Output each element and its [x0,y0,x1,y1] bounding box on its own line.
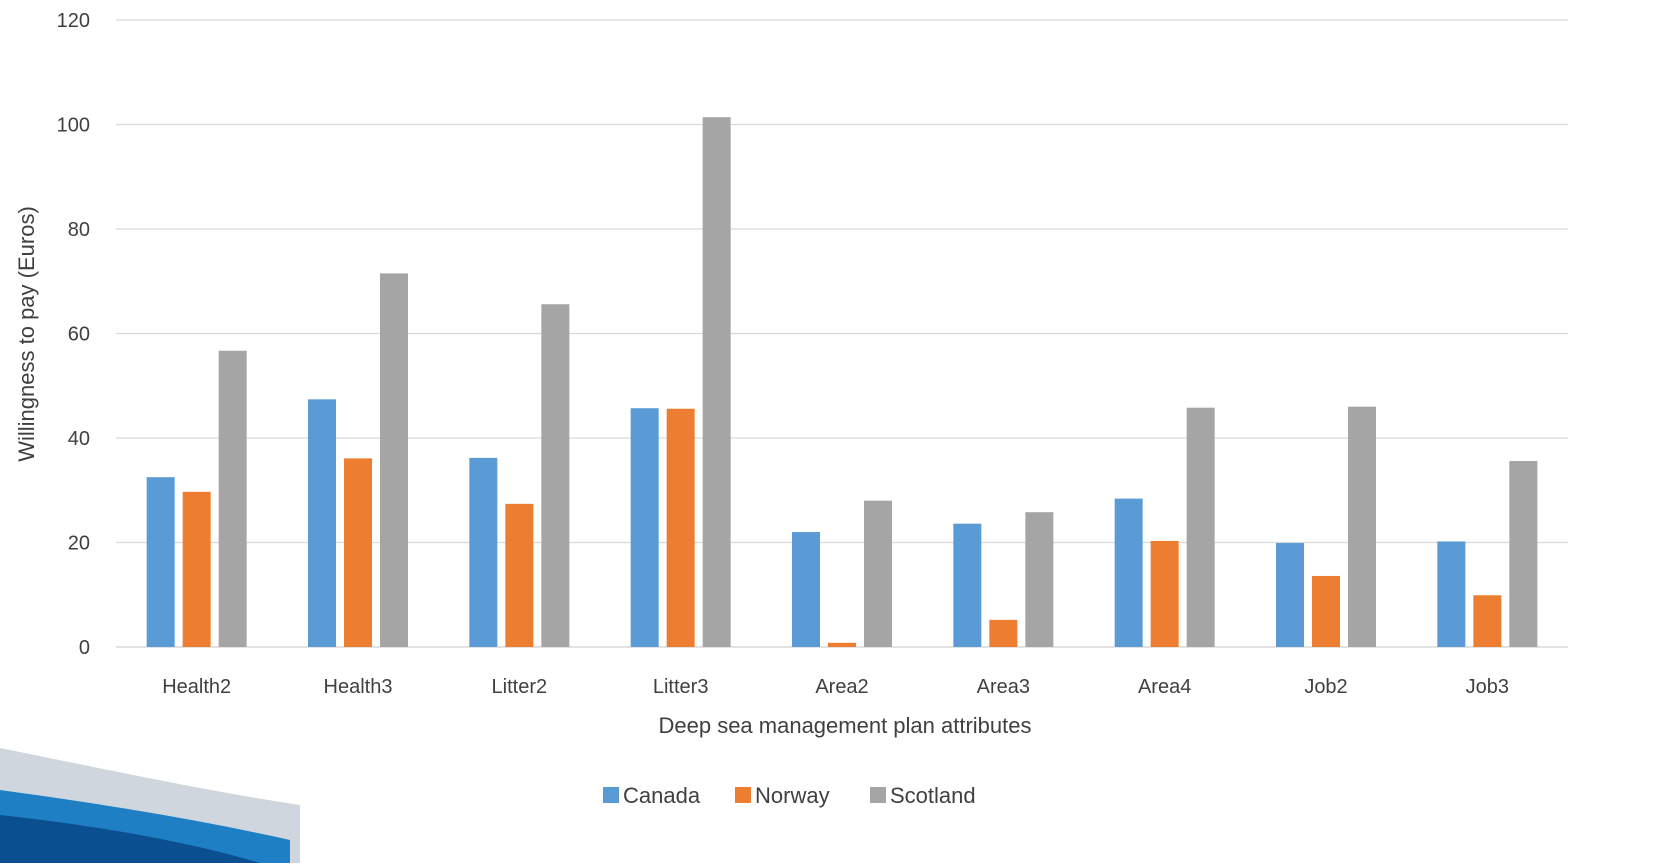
bar-norway-health3 [344,458,372,647]
bar-norway-job2 [1312,575,1340,647]
bars [146,117,1538,647]
legend-swatch-canada [603,787,619,803]
bar-canada-job2 [1276,543,1304,647]
y-tick-label: 40 [68,428,90,450]
legend-label-scotland: Scotland [890,783,976,808]
bar-scotland-health2 [218,350,247,647]
x-tick-label: Area4 [1138,676,1191,698]
bar-canada-health3 [308,399,336,647]
y-tick-label: 20 [68,533,90,555]
bar-scotland-job3 [1509,460,1538,647]
y-axis-tick-labels: 0 20 40 60 80 100 120 [57,10,90,659]
x-tick-label: Area3 [977,676,1030,698]
bar-norway-area2 [828,642,856,647]
bar-norway-job3 [1473,595,1502,647]
legend-label-canada: Canada [623,783,701,808]
legend-swatch-norway [735,787,751,803]
bar-canada-area2 [792,532,820,647]
bar-scotland-health3 [380,273,408,647]
y-tick-label: 60 [68,324,90,346]
y-axis-title: Willingness to pay (Euros) [14,206,39,462]
bar-scotland-litter3 [702,117,731,647]
y-tick-label: 0 [79,637,90,659]
swoosh-dark [0,815,260,863]
bar-norway-health2 [182,491,211,647]
y-tick-label: 100 [57,115,90,137]
legend-swatch-scotland [870,787,886,803]
x-tick-label: Job3 [1466,676,1509,698]
bar-canada-area3 [953,523,982,647]
y-tick-label: 80 [68,219,90,241]
bar-canada-job3 [1437,541,1466,647]
x-tick-label: Litter3 [653,676,709,698]
bar-canada-health2 [146,477,175,647]
bar-scotland-area3 [1025,512,1054,647]
bar-norway-area3 [989,619,1018,647]
x-tick-label: Health3 [324,676,393,698]
y-tick-label: 120 [57,10,90,32]
bar-norway-area4 [1150,540,1179,647]
bar-scotland-job2 [1348,406,1376,647]
x-tick-label: Litter2 [492,676,548,698]
bar-canada-litter3 [630,408,659,647]
x-axis-title: Deep sea management plan attributes [658,713,1031,738]
bar-scotland-area2 [864,500,892,647]
x-tick-label: Area2 [815,676,868,698]
legend: Canada Norway Scotland [603,783,976,808]
bar-norway-litter2 [505,503,534,647]
x-tick-label: Health2 [162,676,231,698]
bar-scotland-litter2 [541,304,570,647]
bar-canada-litter2 [469,457,498,647]
bar-norway-litter3 [666,408,695,647]
decorative-swoosh [0,748,300,863]
x-axis-tick-labels: Health2 Health3 Litter2 Litter3 Area2 Area3 Ar… [162,676,1509,698]
legend-label-norway: Norway [755,783,830,808]
bar-canada-area4 [1114,498,1143,647]
bar-scotland-area4 [1186,407,1215,647]
x-tick-label: Job2 [1304,676,1347,698]
